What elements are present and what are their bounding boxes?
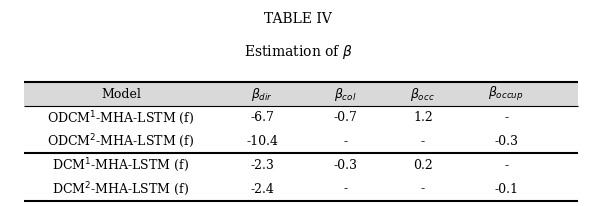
Text: -10.4: -10.4 xyxy=(246,135,278,148)
Text: 0.2: 0.2 xyxy=(413,159,433,172)
Text: $\beta_{col}$: $\beta_{col}$ xyxy=(334,86,356,103)
Text: -2.3: -2.3 xyxy=(250,159,274,172)
Text: -2.4: -2.4 xyxy=(250,183,274,195)
Text: Model: Model xyxy=(101,88,141,101)
Text: -0.3: -0.3 xyxy=(494,135,518,148)
Bar xyxy=(24,82,578,106)
Text: 1.2: 1.2 xyxy=(413,111,433,124)
Text: DCM$^2$-MHA-LSTM (f): DCM$^2$-MHA-LSTM (f) xyxy=(52,180,190,198)
Text: -0.1: -0.1 xyxy=(494,183,518,195)
Text: $\beta_{dir}$: $\beta_{dir}$ xyxy=(251,86,273,103)
Text: -0.3: -0.3 xyxy=(333,159,358,172)
Text: -: - xyxy=(504,159,508,172)
Text: -: - xyxy=(504,111,508,124)
Text: -0.7: -0.7 xyxy=(333,111,357,124)
Text: -: - xyxy=(421,135,425,148)
Text: -: - xyxy=(343,135,347,148)
Text: ODCM$^2$-MHA-LSTM (f): ODCM$^2$-MHA-LSTM (f) xyxy=(47,133,194,150)
Text: -: - xyxy=(343,183,347,195)
Text: $\beta_{occ}$: $\beta_{occ}$ xyxy=(411,86,435,103)
Text: $\beta_{occup}$: $\beta_{occup}$ xyxy=(488,85,524,103)
Text: TABLE IV: TABLE IV xyxy=(264,12,332,26)
Text: Estimation of $\beta$: Estimation of $\beta$ xyxy=(244,43,352,61)
Text: -6.7: -6.7 xyxy=(250,111,274,124)
Text: ODCM$^1$-MHA-LSTM (f): ODCM$^1$-MHA-LSTM (f) xyxy=(47,109,194,127)
Text: -: - xyxy=(421,183,425,195)
Text: DCM$^1$-MHA-LSTM (f): DCM$^1$-MHA-LSTM (f) xyxy=(52,157,190,174)
